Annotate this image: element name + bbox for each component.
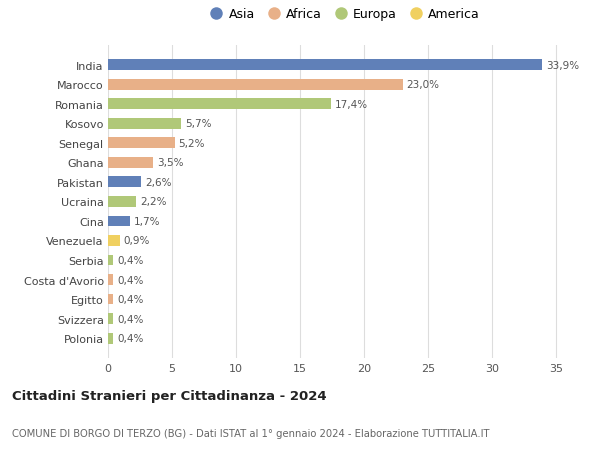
Text: 17,4%: 17,4% — [335, 100, 368, 109]
Text: 0,4%: 0,4% — [117, 295, 143, 304]
Bar — [108, 255, 113, 266]
Bar — [108, 138, 175, 149]
Bar — [108, 196, 136, 207]
Text: 23,0%: 23,0% — [406, 80, 439, 90]
Bar — [108, 79, 403, 90]
Text: 5,7%: 5,7% — [185, 119, 211, 129]
Text: 0,9%: 0,9% — [124, 236, 150, 246]
Bar — [108, 157, 153, 168]
Text: 0,4%: 0,4% — [117, 256, 143, 265]
Text: 33,9%: 33,9% — [546, 61, 579, 70]
Text: Cittadini Stranieri per Cittadinanza - 2024: Cittadini Stranieri per Cittadinanza - 2… — [12, 389, 326, 403]
Text: 0,4%: 0,4% — [117, 314, 143, 324]
Bar — [108, 333, 113, 344]
Bar — [108, 235, 119, 246]
Bar — [108, 294, 113, 305]
Text: 3,5%: 3,5% — [157, 158, 183, 168]
Text: 1,7%: 1,7% — [134, 217, 160, 226]
Bar — [108, 99, 331, 110]
Bar — [108, 118, 181, 129]
Legend: Asia, Africa, Europa, America: Asia, Africa, Europa, America — [210, 8, 480, 22]
Bar — [108, 177, 142, 188]
Bar — [108, 60, 542, 71]
Bar — [108, 216, 130, 227]
Bar — [108, 313, 113, 325]
Text: 0,4%: 0,4% — [117, 334, 143, 343]
Text: 2,2%: 2,2% — [140, 197, 167, 207]
Text: 5,2%: 5,2% — [178, 139, 205, 148]
Text: COMUNE DI BORGO DI TERZO (BG) - Dati ISTAT al 1° gennaio 2024 - Elaborazione TUT: COMUNE DI BORGO DI TERZO (BG) - Dati IST… — [12, 428, 490, 438]
Bar — [108, 274, 113, 285]
Text: 2,6%: 2,6% — [145, 178, 172, 187]
Text: 0,4%: 0,4% — [117, 275, 143, 285]
